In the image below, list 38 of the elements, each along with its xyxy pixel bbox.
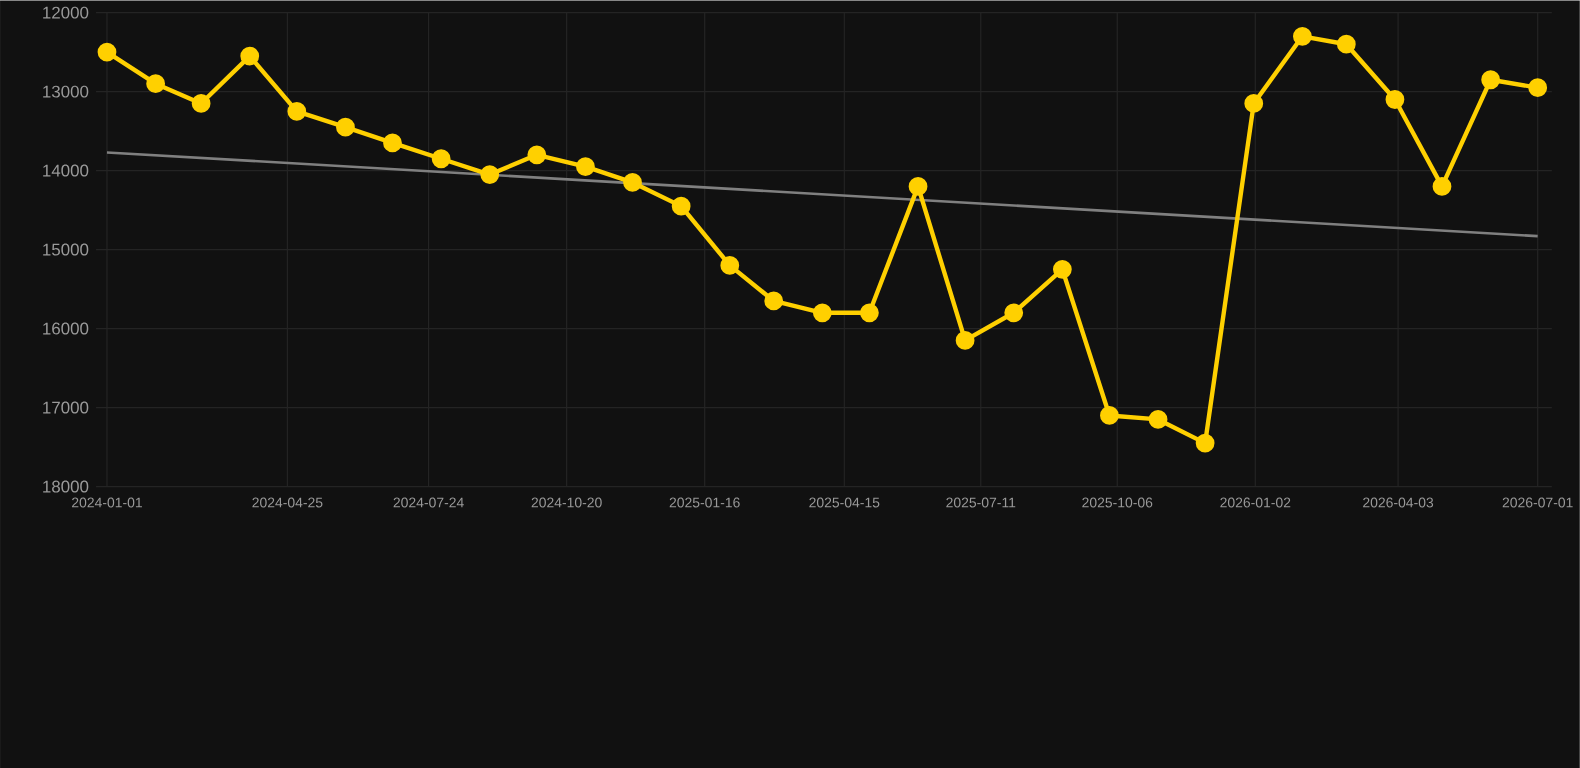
point [383,133,402,153]
point [1244,93,1264,113]
point [480,164,500,184]
point [812,303,832,322]
point [1385,89,1405,109]
point [336,117,355,137]
point [1004,303,1024,322]
y-tick-label: 17000 [43,401,89,414]
point [1052,259,1072,279]
point [623,172,642,192]
point [97,42,117,62]
point [191,93,211,113]
point [287,101,307,121]
point [146,74,166,93]
point [1336,34,1356,54]
point [860,303,879,322]
point [764,291,784,311]
point [1100,405,1119,425]
point [1148,409,1168,429]
point [576,157,595,176]
y-tick-label: 13000 [43,85,89,98]
y-tick-label: 18000 [43,480,89,493]
point [1481,70,1501,89]
point [1292,26,1312,46]
point [1432,176,1452,196]
y-tick-label: 16000 [43,322,89,335]
point [431,149,451,168]
point [1195,433,1215,453]
point [240,46,260,66]
point [1528,78,1548,97]
y-tick-label: 15000 [43,243,89,256]
point [671,196,691,216]
point [720,255,740,275]
y-tick-label: 12000 [43,6,89,19]
point [527,145,547,164]
point [955,330,975,350]
point [908,176,928,196]
y-tick-label: 14000 [43,164,89,177]
